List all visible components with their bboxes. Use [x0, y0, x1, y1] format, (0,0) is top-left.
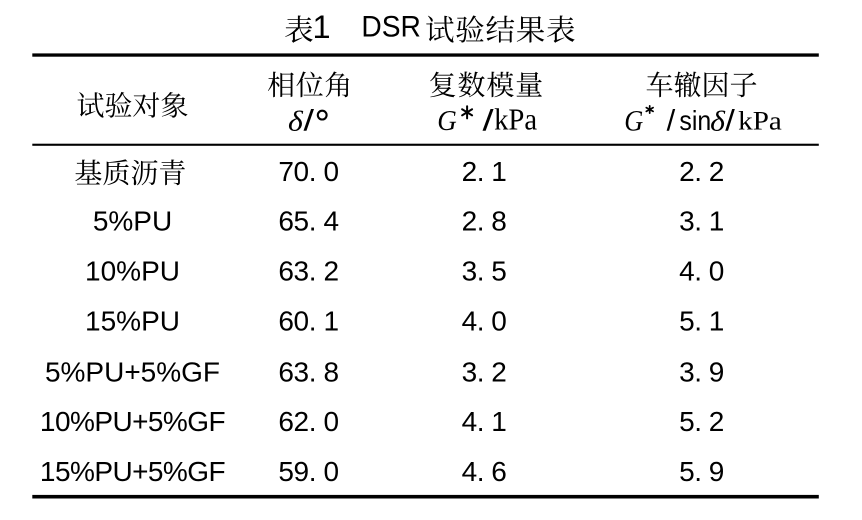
- svg-text:60. 1: 60. 1: [278, 305, 338, 336]
- svg-text:63. 8: 63. 8: [278, 357, 338, 388]
- svg-text:δ: δ: [710, 107, 726, 138]
- svg-text:10%PU: 10%PU: [85, 255, 180, 286]
- svg-text:kPa: kPa: [494, 103, 537, 137]
- svg-text:5. 2: 5. 2: [679, 406, 724, 437]
- svg-text:70. 0: 70. 0: [278, 156, 338, 187]
- svg-text:/: /: [725, 105, 735, 138]
- svg-text:5%PU+5%GF: 5%PU+5%GF: [45, 357, 220, 388]
- svg-text:G: G: [624, 106, 643, 138]
- svg-text:/: /: [483, 105, 495, 138]
- svg-text:DSR: DSR: [361, 11, 421, 44]
- svg-text:3. 2: 3. 2: [462, 357, 507, 388]
- svg-text:4. 1: 4. 1: [462, 406, 507, 437]
- svg-text:2. 8: 2. 8: [462, 206, 507, 237]
- svg-text:4. 6: 4. 6: [462, 456, 507, 487]
- svg-text:4. 0: 4. 0: [679, 255, 724, 286]
- svg-text:1: 1: [312, 9, 330, 45]
- svg-text:62. 0: 62. 0: [278, 406, 338, 437]
- svg-text:15%PU+5%GF: 15%PU+5%GF: [40, 456, 225, 487]
- svg-text:5. 1: 5. 1: [679, 305, 724, 336]
- svg-text:/: /: [667, 105, 676, 138]
- svg-text:/: /: [304, 105, 315, 138]
- svg-text:15%PU: 15%PU: [85, 305, 180, 336]
- svg-text:2. 2: 2. 2: [679, 156, 724, 187]
- svg-text:65. 4: 65. 4: [278, 206, 338, 237]
- svg-text:59. 0: 59. 0: [278, 456, 338, 487]
- svg-text:63. 2: 63. 2: [278, 255, 338, 286]
- svg-text:5%PU: 5%PU: [93, 206, 172, 237]
- svg-text:10%PU+5%GF: 10%PU+5%GF: [40, 406, 225, 437]
- svg-text:2. 1: 2. 1: [462, 156, 507, 187]
- svg-text:kPa: kPa: [738, 106, 782, 136]
- svg-text:G: G: [437, 106, 457, 137]
- svg-text:4. 0: 4. 0: [462, 305, 507, 336]
- svg-text:5. 9: 5. 9: [679, 456, 724, 487]
- svg-text:sin: sin: [679, 105, 711, 136]
- svg-text:3. 1: 3. 1: [679, 206, 724, 237]
- svg-text:3. 9: 3. 9: [679, 357, 724, 388]
- svg-text:3. 5: 3. 5: [462, 255, 507, 286]
- svg-text:δ: δ: [288, 107, 304, 138]
